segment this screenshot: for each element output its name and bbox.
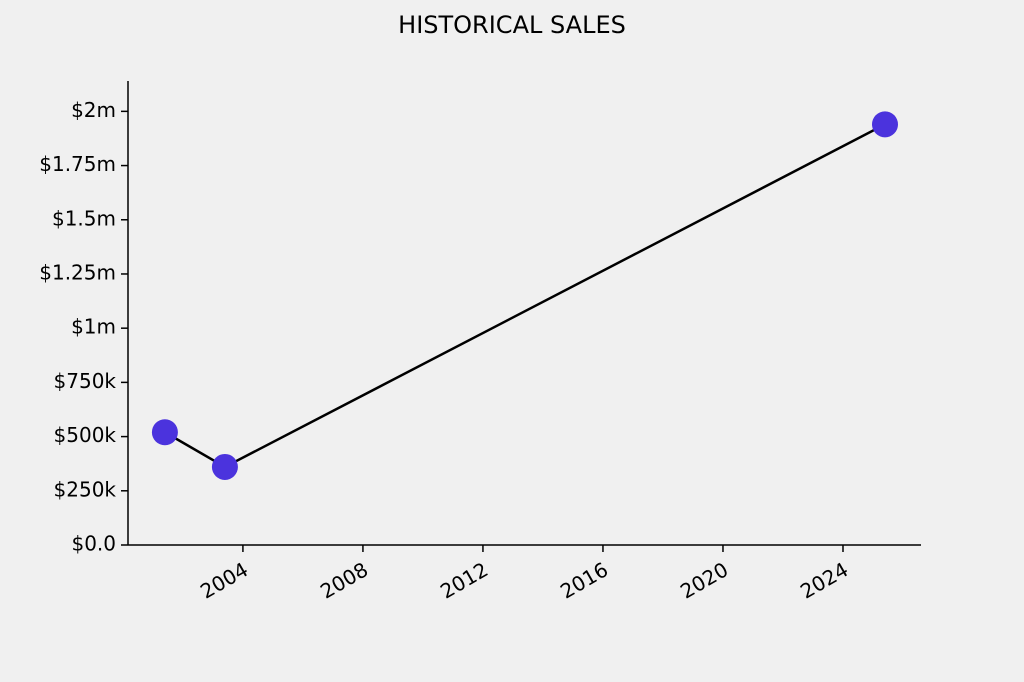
y-tick-label: $1.5m [52, 206, 116, 230]
point [211, 453, 238, 480]
point [151, 419, 178, 446]
y-tick-label: $1.25m [39, 260, 116, 284]
y-tick-label: $1.75m [39, 152, 116, 176]
y-tick-label: $0.0 [71, 532, 116, 556]
y-tick-label: $1m [71, 315, 116, 339]
y-tick-label: $250k [54, 477, 117, 501]
y-tick-label: $500k [54, 423, 117, 447]
y-tick-label: $750k [54, 369, 117, 393]
y-tick-label: $2m [71, 98, 116, 122]
chart-title: HISTORICAL SALES [398, 11, 626, 39]
point [871, 111, 898, 138]
